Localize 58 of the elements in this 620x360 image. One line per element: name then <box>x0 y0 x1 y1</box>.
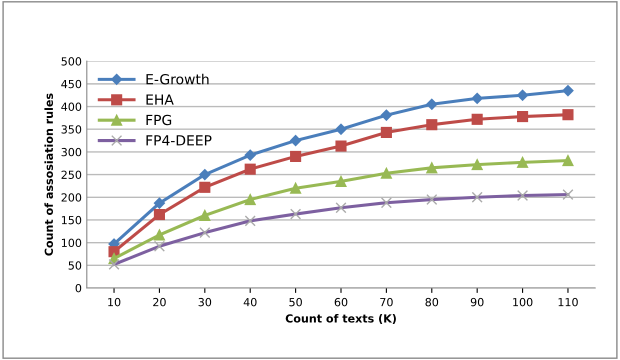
point <box>290 182 302 194</box>
y-tick-label: 350 <box>62 125 82 134</box>
point <box>562 154 574 166</box>
point <box>426 162 438 174</box>
point <box>199 182 210 193</box>
x-tick-label: 80 <box>425 298 438 306</box>
x-tick-label: 70 <box>380 298 393 306</box>
x-tick-label: 20 <box>153 298 166 306</box>
x-tick-label: 100 <box>513 298 532 306</box>
x-tick-label: 40 <box>244 298 257 306</box>
point <box>426 98 438 110</box>
point <box>199 210 210 221</box>
point <box>154 229 165 240</box>
point <box>290 150 302 162</box>
x-tick-label: 60 <box>334 298 348 306</box>
y-tick-label: 0 <box>76 284 82 292</box>
point <box>290 134 302 146</box>
point <box>244 149 256 161</box>
y-tick-label: 250 <box>62 170 82 179</box>
point <box>154 208 165 220</box>
point <box>380 126 392 138</box>
point <box>516 90 528 101</box>
y-tick-label: 400 <box>61 102 82 111</box>
legend-label: FP4-DEEP <box>146 135 212 146</box>
point <box>244 194 256 206</box>
y-tick-label: 300 <box>62 148 82 156</box>
point <box>199 168 210 180</box>
point <box>472 114 483 125</box>
point <box>335 176 347 187</box>
y-tick-label: 500 <box>62 57 82 66</box>
y-tick-label: 450 <box>61 80 82 88</box>
point <box>380 110 392 121</box>
x-tick-label: 110 <box>558 298 578 306</box>
point <box>472 159 483 170</box>
point <box>426 119 438 130</box>
y-tick-label: 50 <box>68 261 82 270</box>
point <box>380 168 392 179</box>
point <box>335 140 347 152</box>
y-axis-title: Count of assosiation rules <box>44 93 54 256</box>
point <box>517 110 528 122</box>
legend-label: FPG <box>146 114 172 126</box>
point <box>154 198 166 209</box>
y-tick-label: 100 <box>62 238 82 248</box>
legend-label: EHA <box>146 94 174 105</box>
point <box>562 85 574 96</box>
y-tick-label: 150 <box>62 216 82 224</box>
point <box>244 164 256 175</box>
point <box>472 92 483 104</box>
point <box>517 156 528 168</box>
y-tick-label: 200 <box>62 193 82 202</box>
x-tick-label: 10 <box>108 298 120 306</box>
point <box>562 109 574 120</box>
x-tick-label: 50 <box>289 298 302 306</box>
legend-label: E-Growth <box>146 74 209 84</box>
point <box>335 124 347 135</box>
x-tick-label: 90 <box>470 298 484 306</box>
x-axis-title: Count of texts (K) <box>286 314 396 324</box>
x-tick-label: 30 <box>198 298 212 306</box>
